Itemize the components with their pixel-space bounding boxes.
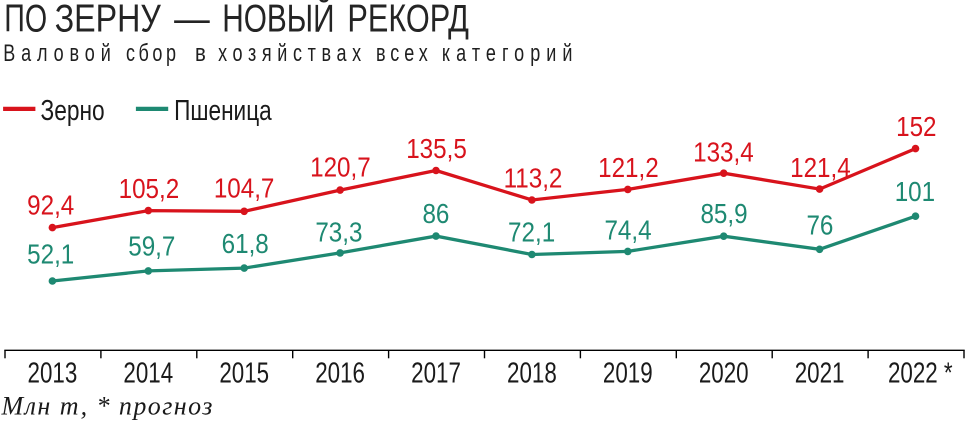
svg-text:2014: 2014 [123, 358, 173, 389]
svg-text:ЗЕРНУ: ЗЕРНУ [55, 0, 161, 40]
svg-text:2020: 2020 [699, 358, 749, 389]
svg-text:73,3: 73,3 [315, 216, 362, 248]
svg-text:Зерно: Зерно [41, 93, 105, 126]
svg-text:в: в [195, 39, 206, 66]
svg-text:59,7: 59,7 [128, 230, 175, 262]
svg-text:2022 *: 2022 * [888, 358, 953, 389]
svg-text:всех: всех [376, 41, 433, 67]
svg-text:135,5: 135,5 [406, 133, 467, 165]
svg-text:Млн т, * прогноз: Млн т, * прогноз [1, 392, 214, 421]
svg-text:2017: 2017 [411, 358, 461, 389]
svg-text:хозяйствах: хозяйствах [218, 41, 367, 67]
svg-text:категорий: категорий [442, 41, 579, 67]
svg-text:РЕКОРД: РЕКОРД [347, 0, 469, 41]
svg-text:86: 86 [422, 197, 449, 229]
svg-text:2015: 2015 [219, 358, 269, 389]
svg-text:74,4: 74,4 [604, 214, 651, 246]
svg-text:сбор: сбор [126, 41, 180, 67]
svg-text:104,7: 104,7 [214, 172, 275, 204]
svg-text:76: 76 [806, 209, 833, 241]
svg-text:152: 152 [896, 110, 936, 142]
svg-text:Пшеница: Пшеница [174, 93, 272, 126]
svg-text:92,4: 92,4 [27, 189, 74, 221]
svg-text:2019: 2019 [603, 358, 653, 389]
svg-text:120,7: 120,7 [310, 151, 371, 183]
svg-text:133,4: 133,4 [693, 136, 754, 168]
svg-text:85,9: 85,9 [700, 197, 747, 229]
svg-text:Валовой: Валовой [3, 41, 116, 67]
svg-text:2018: 2018 [507, 358, 557, 389]
svg-text:2013: 2013 [28, 358, 78, 389]
svg-text:113,2: 113,2 [504, 162, 563, 194]
svg-text:—: — [174, 0, 210, 40]
svg-text:121,4: 121,4 [790, 151, 851, 183]
svg-text:2021: 2021 [795, 358, 845, 389]
svg-text:52,1: 52,1 [27, 238, 74, 270]
svg-text:105,2: 105,2 [119, 172, 180, 204]
svg-text:2016: 2016 [315, 358, 365, 389]
svg-text:72,1: 72,1 [508, 216, 555, 248]
svg-text:101: 101 [895, 175, 935, 207]
svg-text:121,2: 121,2 [598, 151, 659, 183]
svg-text:НОВЫЙ: НОВЫЙ [222, 0, 334, 41]
svg-text:ПО: ПО [4, 0, 47, 41]
svg-text:61,8: 61,8 [222, 227, 269, 259]
